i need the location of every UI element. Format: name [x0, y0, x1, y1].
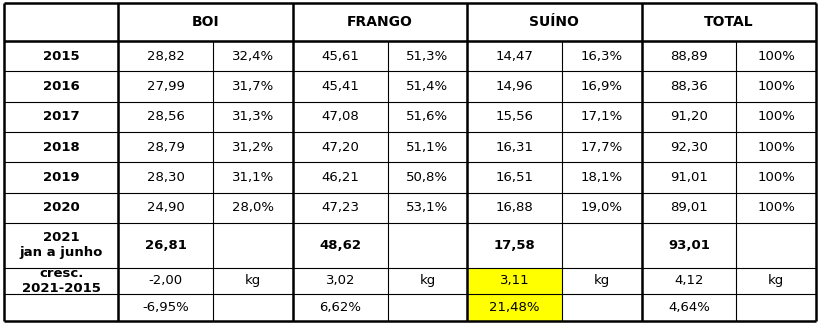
Bar — [467, 268, 561, 321]
Text: 2018: 2018 — [43, 141, 79, 154]
Text: 24,90: 24,90 — [147, 201, 184, 214]
Text: 31,1%: 31,1% — [232, 171, 274, 184]
Text: kg: kg — [593, 274, 609, 287]
Text: 91,20: 91,20 — [669, 110, 707, 123]
Text: 17,7%: 17,7% — [580, 141, 622, 154]
Text: 15,56: 15,56 — [495, 110, 533, 123]
Text: 26,81: 26,81 — [145, 239, 187, 252]
Text: 16,88: 16,88 — [495, 201, 533, 214]
Text: cresc.
2021-2015: cresc. 2021-2015 — [22, 267, 101, 295]
Text: 21,48%: 21,48% — [489, 301, 539, 314]
Text: kg: kg — [419, 274, 435, 287]
Text: 17,1%: 17,1% — [580, 110, 622, 123]
Text: 100%: 100% — [756, 171, 794, 184]
Text: FRANGO: FRANGO — [346, 15, 413, 29]
Text: SUÍNO: SUÍNO — [529, 15, 578, 29]
Text: -2,00: -2,00 — [148, 274, 183, 287]
Text: 45,61: 45,61 — [321, 50, 359, 63]
Text: 91,01: 91,01 — [669, 171, 707, 184]
Text: 53,1%: 53,1% — [406, 201, 448, 214]
Text: 3,11: 3,11 — [500, 274, 529, 287]
Text: 100%: 100% — [756, 110, 794, 123]
Text: 46,21: 46,21 — [321, 171, 359, 184]
Text: 50,8%: 50,8% — [406, 171, 448, 184]
Text: 3,02: 3,02 — [325, 274, 355, 287]
Text: 16,3%: 16,3% — [580, 50, 622, 63]
Text: 19,0%: 19,0% — [580, 201, 622, 214]
Text: 47,20: 47,20 — [321, 141, 359, 154]
Text: 51,6%: 51,6% — [406, 110, 448, 123]
Text: -6,95%: -6,95% — [143, 301, 189, 314]
Text: 88,36: 88,36 — [669, 80, 707, 93]
Text: 2019: 2019 — [43, 171, 79, 184]
Text: 16,51: 16,51 — [495, 171, 533, 184]
Text: 28,79: 28,79 — [147, 141, 184, 154]
Text: BOI: BOI — [192, 15, 219, 29]
Text: 100%: 100% — [756, 50, 794, 63]
Text: 4,64%: 4,64% — [667, 301, 709, 314]
Text: 31,7%: 31,7% — [232, 80, 274, 93]
Text: kg: kg — [245, 274, 261, 287]
Text: 100%: 100% — [756, 141, 794, 154]
Text: 28,30: 28,30 — [147, 171, 184, 184]
Text: 2017: 2017 — [43, 110, 79, 123]
Text: 47,08: 47,08 — [321, 110, 359, 123]
Text: 32,4%: 32,4% — [232, 50, 274, 63]
Text: 31,2%: 31,2% — [232, 141, 274, 154]
Text: 2021
jan a junho: 2021 jan a junho — [20, 231, 103, 259]
Text: 17,58: 17,58 — [493, 239, 535, 252]
Text: 51,1%: 51,1% — [406, 141, 448, 154]
Text: 45,41: 45,41 — [321, 80, 359, 93]
Text: 100%: 100% — [756, 201, 794, 214]
Text: 88,89: 88,89 — [669, 50, 707, 63]
Text: 48,62: 48,62 — [319, 239, 361, 252]
Text: 2015: 2015 — [43, 50, 79, 63]
Text: 2020: 2020 — [43, 201, 79, 214]
Text: 47,23: 47,23 — [321, 201, 359, 214]
Text: 51,3%: 51,3% — [406, 50, 448, 63]
Text: 2016: 2016 — [43, 80, 79, 93]
Text: 51,4%: 51,4% — [406, 80, 448, 93]
Text: 16,31: 16,31 — [495, 141, 533, 154]
Text: 18,1%: 18,1% — [580, 171, 622, 184]
Text: 6,62%: 6,62% — [319, 301, 361, 314]
Text: 28,0%: 28,0% — [232, 201, 274, 214]
Text: 16,9%: 16,9% — [580, 80, 622, 93]
Text: 27,99: 27,99 — [147, 80, 184, 93]
Text: 89,01: 89,01 — [669, 201, 707, 214]
Text: kg: kg — [767, 274, 783, 287]
Text: 4,12: 4,12 — [673, 274, 703, 287]
Text: 28,56: 28,56 — [147, 110, 184, 123]
Text: 31,3%: 31,3% — [232, 110, 274, 123]
Text: 100%: 100% — [756, 80, 794, 93]
Text: 14,96: 14,96 — [495, 80, 533, 93]
Text: 28,82: 28,82 — [147, 50, 184, 63]
Text: 14,47: 14,47 — [495, 50, 533, 63]
Text: 92,30: 92,30 — [669, 141, 707, 154]
Text: TOTAL: TOTAL — [703, 15, 753, 29]
Text: 93,01: 93,01 — [667, 239, 709, 252]
